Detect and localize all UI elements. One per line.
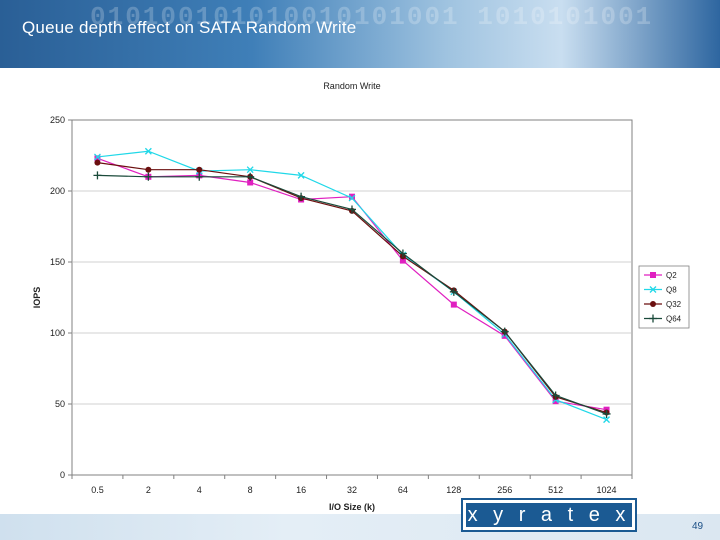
plot-frame [71, 119, 633, 476]
slide-title: Queue depth effect on SATA Random Write [22, 18, 357, 37]
x-tick-label: 32 [347, 485, 357, 495]
x-tick-label: 1024 [597, 485, 617, 495]
data-point-q32 [196, 166, 203, 173]
series-q64 [93, 171, 611, 418]
page-number: 49 [692, 521, 704, 532]
data-point-q8 [246, 166, 254, 174]
x-tick-label: 8 [248, 485, 253, 495]
data-point-q64 [93, 171, 102, 180]
data-point-q32 [145, 166, 152, 173]
data-point-q64 [500, 327, 509, 336]
legend-label: Q32 [666, 300, 682, 309]
legend-entry-q2: Q2 [644, 271, 677, 280]
legend-label: Q8 [666, 286, 677, 295]
chart-title: Random Write [323, 81, 380, 91]
y-tick-label: 50 [55, 399, 65, 409]
y-tick-label: 100 [50, 328, 65, 338]
legend-swatch-marker [650, 272, 656, 278]
x-tick-label: 2 [146, 485, 151, 495]
data-point-q2 [349, 193, 355, 200]
data-point-q8 [348, 194, 356, 202]
logo-wordmark: x y r a t e x [466, 503, 632, 527]
legend-swatch-marker [649, 286, 657, 293]
data-point-q8 [297, 171, 305, 179]
slide-header: 010100101010010101001 101010100101100101… [0, 0, 720, 68]
data-point-q8 [144, 147, 152, 155]
legend-label: Q64 [666, 315, 682, 324]
data-point-q2 [552, 398, 559, 405]
data-point-q64 [144, 172, 153, 181]
data-point-q64 [297, 192, 306, 201]
legend-swatch-marker [649, 314, 657, 323]
legend-entry-q8: Q8 [644, 286, 677, 295]
x-tick-label: 0.5 [91, 485, 104, 495]
data-point-q2 [247, 179, 254, 186]
x-tick-label: 64 [398, 485, 408, 495]
data-point-q64 [195, 172, 204, 181]
data-point-q64 [348, 205, 356, 214]
legend-swatch-marker [650, 301, 656, 307]
x-tick-label: 256 [497, 485, 512, 495]
y-axis-label: IOPS [32, 287, 42, 309]
random-write-chart: Random Write 0 50 100 150 200 250 0.5 2 4 8 16 32 64 1… [32, 81, 690, 512]
data-point-q64 [398, 249, 407, 258]
x-tick-label: 16 [296, 485, 306, 495]
data-point-q8 [603, 416, 611, 424]
xyratex-logo: x y r a t e x [461, 498, 637, 532]
y-tick-label: 150 [50, 257, 65, 267]
data-point-q2 [399, 257, 406, 264]
data-point-q64 [602, 409, 611, 418]
x-axis-label: I/O Size (k) [329, 502, 375, 512]
x-tick-label: 512 [548, 485, 563, 495]
x-tick-label: 128 [446, 485, 461, 495]
data-point-q8 [93, 153, 101, 161]
chart-area: Random Write 0 50 100 150 200 250 0.5 2 4 8 16 32 64 1… [0, 68, 720, 514]
data-point-q2 [450, 301, 457, 308]
data-point-q64 [449, 287, 458, 296]
y-tick-label: 200 [50, 186, 65, 196]
y-tick-label: 250 [50, 115, 65, 125]
x-tick-label: 4 [197, 485, 202, 495]
legend-entry-q32: Q32 [644, 300, 682, 309]
data-point-q64 [551, 391, 560, 400]
data-point-q2 [94, 155, 101, 162]
y-tick-label: 0 [60, 470, 65, 480]
legend-box [638, 265, 690, 329]
legend-label: Q2 [666, 271, 677, 280]
data-point-q32 [94, 159, 101, 166]
legend-entry-q64: Q64 [644, 314, 682, 324]
data-point-q2 [501, 332, 508, 339]
binary-background-pattern: 010100101010010101001 101010100101100101… [90, 2, 650, 32]
data-point-q64 [246, 172, 255, 181]
